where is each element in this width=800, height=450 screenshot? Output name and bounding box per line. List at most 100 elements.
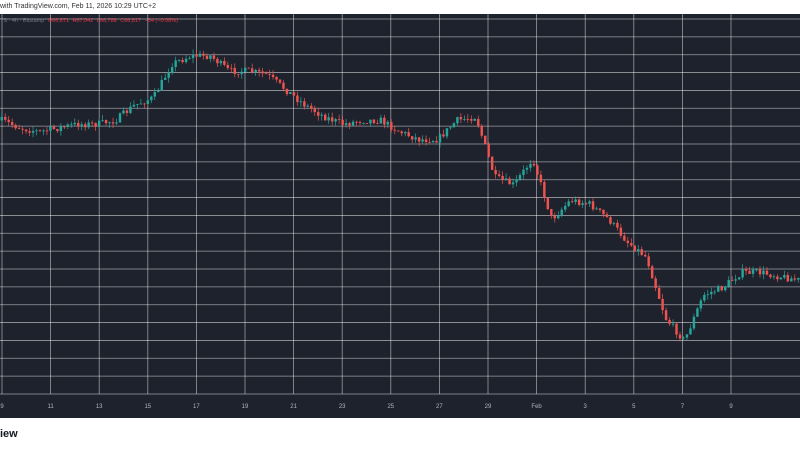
candle-body xyxy=(671,323,675,325)
candle-body xyxy=(45,130,49,132)
candle-body xyxy=(758,269,762,275)
candle-body xyxy=(275,77,278,80)
candle-body xyxy=(181,59,184,63)
candle-body xyxy=(101,120,104,121)
candle-body xyxy=(762,270,765,275)
candle-body xyxy=(358,122,362,124)
chart-panel[interactable]: 9 11 13 15 17 19 21 23 25 27 29 Feb 3 5 7 9 xyxy=(0,14,800,418)
brand-wordmark: iew xyxy=(0,428,18,440)
candle-body xyxy=(278,79,282,83)
candle-body xyxy=(111,122,115,124)
candle-body xyxy=(376,123,379,124)
candle-body xyxy=(741,269,744,278)
candle-body xyxy=(790,278,793,282)
candle-body xyxy=(59,126,63,132)
candle-body xyxy=(397,130,400,132)
candle-body xyxy=(557,215,560,219)
candle-body xyxy=(164,77,167,80)
candle-body xyxy=(372,119,376,124)
x-tick-label: 7 xyxy=(681,404,685,410)
x-tick-label: 5 xyxy=(632,404,636,410)
candle-body xyxy=(640,249,643,255)
candle-body xyxy=(470,119,473,121)
candle-body xyxy=(720,286,723,291)
candle-body xyxy=(734,279,737,281)
x-tick-label: 19 xyxy=(242,404,249,410)
ohlc-legend: TS · 4h · Bitstamp O66,871 H67,042 L66,7… xyxy=(0,15,178,27)
candle-body xyxy=(264,73,268,75)
candle-body xyxy=(539,174,543,183)
legend-change: −54 (−0.08%) xyxy=(144,18,178,24)
legend-high: H67,042 xyxy=(72,18,94,24)
candle-body xyxy=(351,121,355,126)
candle-body xyxy=(414,137,417,140)
candle-body xyxy=(484,135,487,144)
candle-body xyxy=(543,182,546,198)
candle-body xyxy=(459,117,463,120)
candle-body xyxy=(710,291,713,295)
candle-body xyxy=(153,92,156,97)
candle-body xyxy=(452,123,456,128)
candle-body xyxy=(80,124,83,127)
candle-body xyxy=(306,105,310,107)
candle-body xyxy=(7,119,10,122)
candle-body xyxy=(623,235,626,241)
candle-body xyxy=(132,104,136,107)
candle-body xyxy=(772,276,776,278)
candle-body xyxy=(355,121,358,123)
candle-body xyxy=(202,53,205,56)
candle-body xyxy=(70,124,73,126)
candle-body xyxy=(696,308,699,317)
candle-body xyxy=(657,288,661,299)
candle-body xyxy=(73,122,76,125)
candle-body xyxy=(706,294,710,296)
candle-body xyxy=(647,256,650,267)
candle-body xyxy=(661,298,664,311)
candle-body xyxy=(254,69,257,73)
candle-body xyxy=(289,92,292,95)
candle-body xyxy=(449,127,452,129)
candle-body xyxy=(296,95,299,102)
candle-body xyxy=(584,203,588,205)
candle-body xyxy=(240,71,243,75)
candle-body xyxy=(664,310,668,320)
candle-body xyxy=(28,131,31,133)
candle-body xyxy=(769,274,772,278)
candle-body xyxy=(445,128,449,137)
candle-body xyxy=(261,71,264,74)
candle-body xyxy=(299,101,303,103)
candle-body xyxy=(303,101,306,107)
x-tick-label: 9 xyxy=(0,404,4,410)
candle-body xyxy=(195,54,198,57)
candle-body xyxy=(24,129,28,132)
candle-body xyxy=(348,123,351,126)
candle-body xyxy=(317,112,320,116)
candle-body xyxy=(14,124,17,129)
x-tick-label: 23 xyxy=(339,404,346,410)
price-chart[interactable]: 9 11 13 15 17 19 21 23 25 27 29 Feb 3 5 7 9 xyxy=(0,14,800,418)
candle-body xyxy=(97,120,101,127)
candle-body xyxy=(35,130,38,132)
candle-body xyxy=(66,124,70,127)
candle-body xyxy=(477,118,480,126)
candle-body xyxy=(400,131,403,134)
candle-body xyxy=(56,129,59,132)
candle-body xyxy=(577,199,581,205)
candle-body xyxy=(129,106,132,113)
candle-body xyxy=(421,139,424,142)
candle-body xyxy=(748,270,751,274)
candle-body xyxy=(379,117,383,124)
candle-body xyxy=(250,68,254,73)
candle-body xyxy=(417,137,421,142)
candle-body xyxy=(744,269,748,271)
candle-body xyxy=(654,278,657,289)
candle-body xyxy=(553,215,556,219)
candle-body xyxy=(518,175,522,180)
candle-body xyxy=(595,208,598,210)
candle-body xyxy=(682,337,685,339)
candle-body xyxy=(31,131,35,133)
candle-body xyxy=(779,277,783,280)
candle-body xyxy=(428,141,431,143)
candle-body xyxy=(188,58,191,59)
candle-body xyxy=(685,334,689,338)
